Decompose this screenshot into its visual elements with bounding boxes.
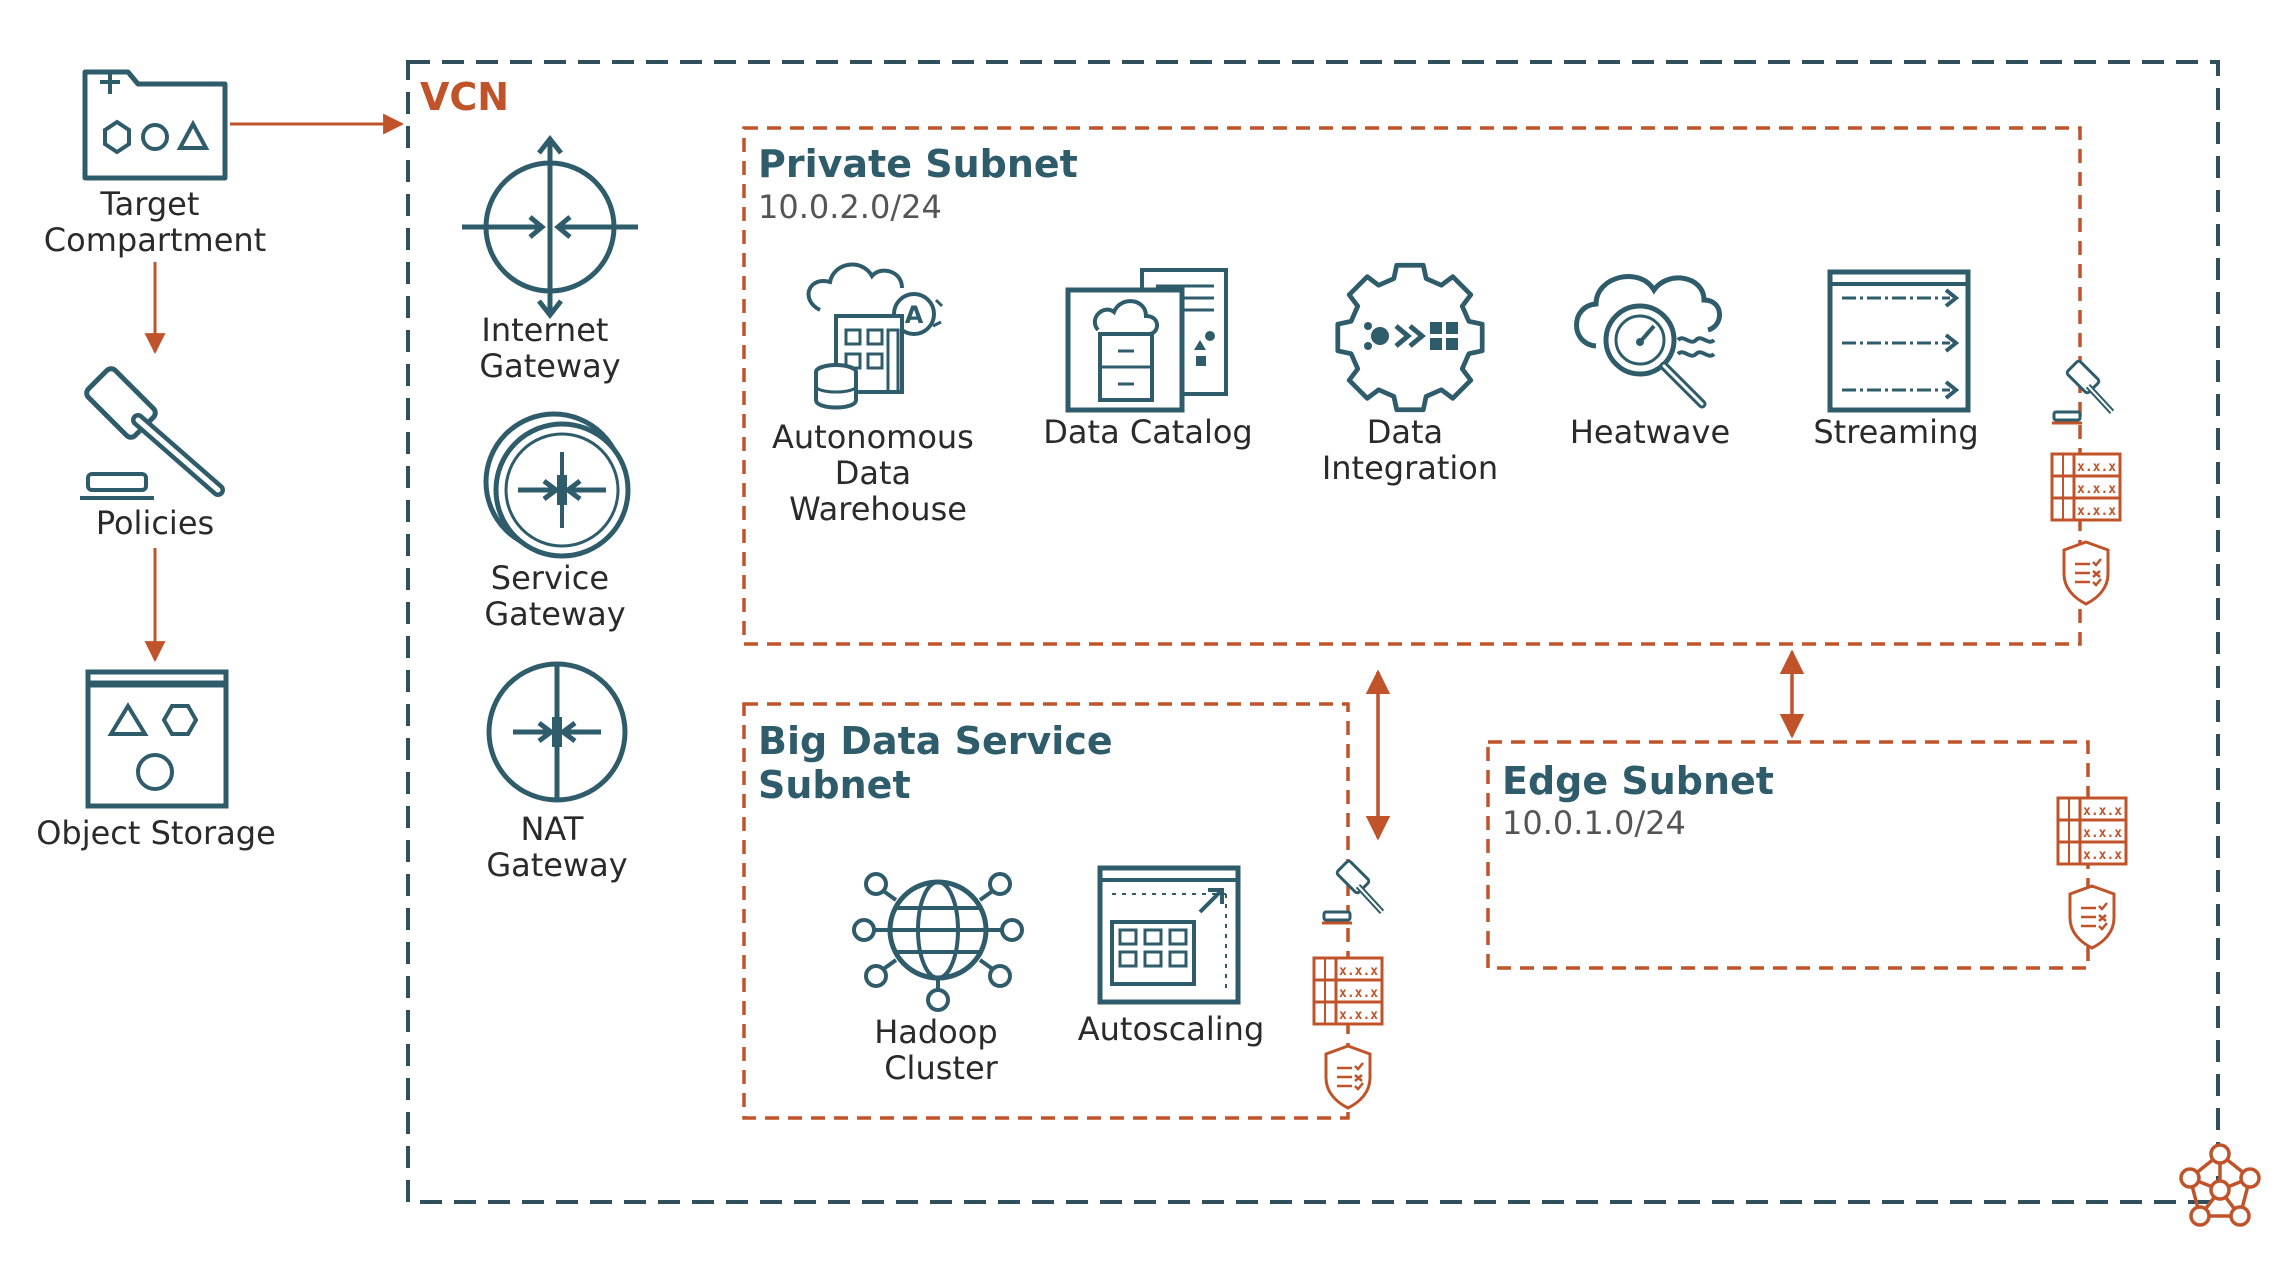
- internet-gateway-label: Internet Gateway: [479, 311, 620, 385]
- vcn-boundary: [406, 60, 2220, 1204]
- object-storage-label: Object Storage: [36, 814, 276, 852]
- heatwave-label: Heatwave: [1570, 413, 1730, 451]
- target-compartment-label: Target Compartment: [44, 185, 266, 259]
- edge-subnet-title: Edge Subnet: [1502, 759, 1774, 803]
- security-list-icon: x.x.x. x.x.x. x.x.x.: [1312, 956, 1386, 1026]
- gavel-icon: [1322, 860, 1382, 923]
- nat-gateway-icon: [486, 661, 628, 803]
- vcn-icon: [2179, 1143, 2261, 1227]
- vcn-label: VCN: [420, 75, 509, 119]
- gavel-icon: [80, 366, 225, 500]
- service-gateway-icon: [483, 411, 631, 559]
- compartment-icon: [82, 69, 228, 181]
- svg-text:x.x.x.: x.x.x.: [1339, 1008, 1386, 1023]
- data-integration-label: Data Integration: [1322, 413, 1498, 487]
- svg-text:x.x.x.: x.x.x.: [2077, 482, 2124, 497]
- heatwave-icon: [1574, 274, 1722, 409]
- private-subnet-title: Private Subnet: [758, 142, 1078, 186]
- private-subnet-cidr: 10.0.2.0/24: [758, 188, 942, 226]
- security-list-icon: x.x.x. x.x.x. x.x.x.: [2050, 452, 2124, 522]
- svg-text:x.x.x.: x.x.x.: [2083, 848, 2130, 863]
- object-storage-icon: [85, 669, 229, 809]
- hadoop-cluster-icon: [852, 872, 1024, 1012]
- svg-text:x.x.x.: x.x.x.: [1339, 964, 1386, 979]
- hadoop-cluster-label: Hadoop Cluster: [874, 1013, 1008, 1087]
- data-integration-icon: [1335, 262, 1485, 413]
- security-shield-icon: [2068, 884, 2116, 950]
- data-catalog-label: Data Catalog: [1043, 413, 1252, 451]
- internet-gateway-icon: [462, 134, 638, 320]
- security-list-icon: x.x.x. x.x.x. x.x.x.: [2056, 796, 2130, 866]
- service-gateway-label: Service Gateway: [484, 559, 625, 633]
- streaming-label: Streaming: [1813, 413, 1978, 451]
- svg-text:A: A: [905, 301, 924, 329]
- streaming-icon: [1827, 269, 1971, 413]
- policies-label: Policies: [96, 504, 214, 542]
- nat-gateway-label: NAT Gateway: [486, 810, 627, 884]
- autoscaling-icon: [1097, 865, 1241, 1005]
- security-shield-icon: [2062, 540, 2110, 606]
- svg-text:x.x.x.: x.x.x.: [2077, 504, 2124, 519]
- autoscaling-label: Autoscaling: [1078, 1010, 1265, 1048]
- autonomous-data-warehouse-icon: A: [806, 262, 944, 410]
- svg-text:x.x.x.: x.x.x.: [2083, 804, 2130, 819]
- big-data-subnet-title: Big Data Service Subnet: [758, 719, 1126, 807]
- data-catalog-icon: [1065, 268, 1228, 413]
- adw-label: Autonomous Data Warehouse: [772, 418, 984, 528]
- svg-text:x.x.x.: x.x.x.: [2077, 460, 2124, 475]
- edge-subnet-cidr: 10.0.1.0/24: [1502, 804, 1686, 842]
- svg-text:x.x.x.: x.x.x.: [1339, 986, 1386, 1001]
- security-shield-icon: [1324, 1044, 1372, 1110]
- gavel-icon: [2052, 360, 2112, 423]
- svg-text:x.x.x.: x.x.x.: [2083, 826, 2130, 841]
